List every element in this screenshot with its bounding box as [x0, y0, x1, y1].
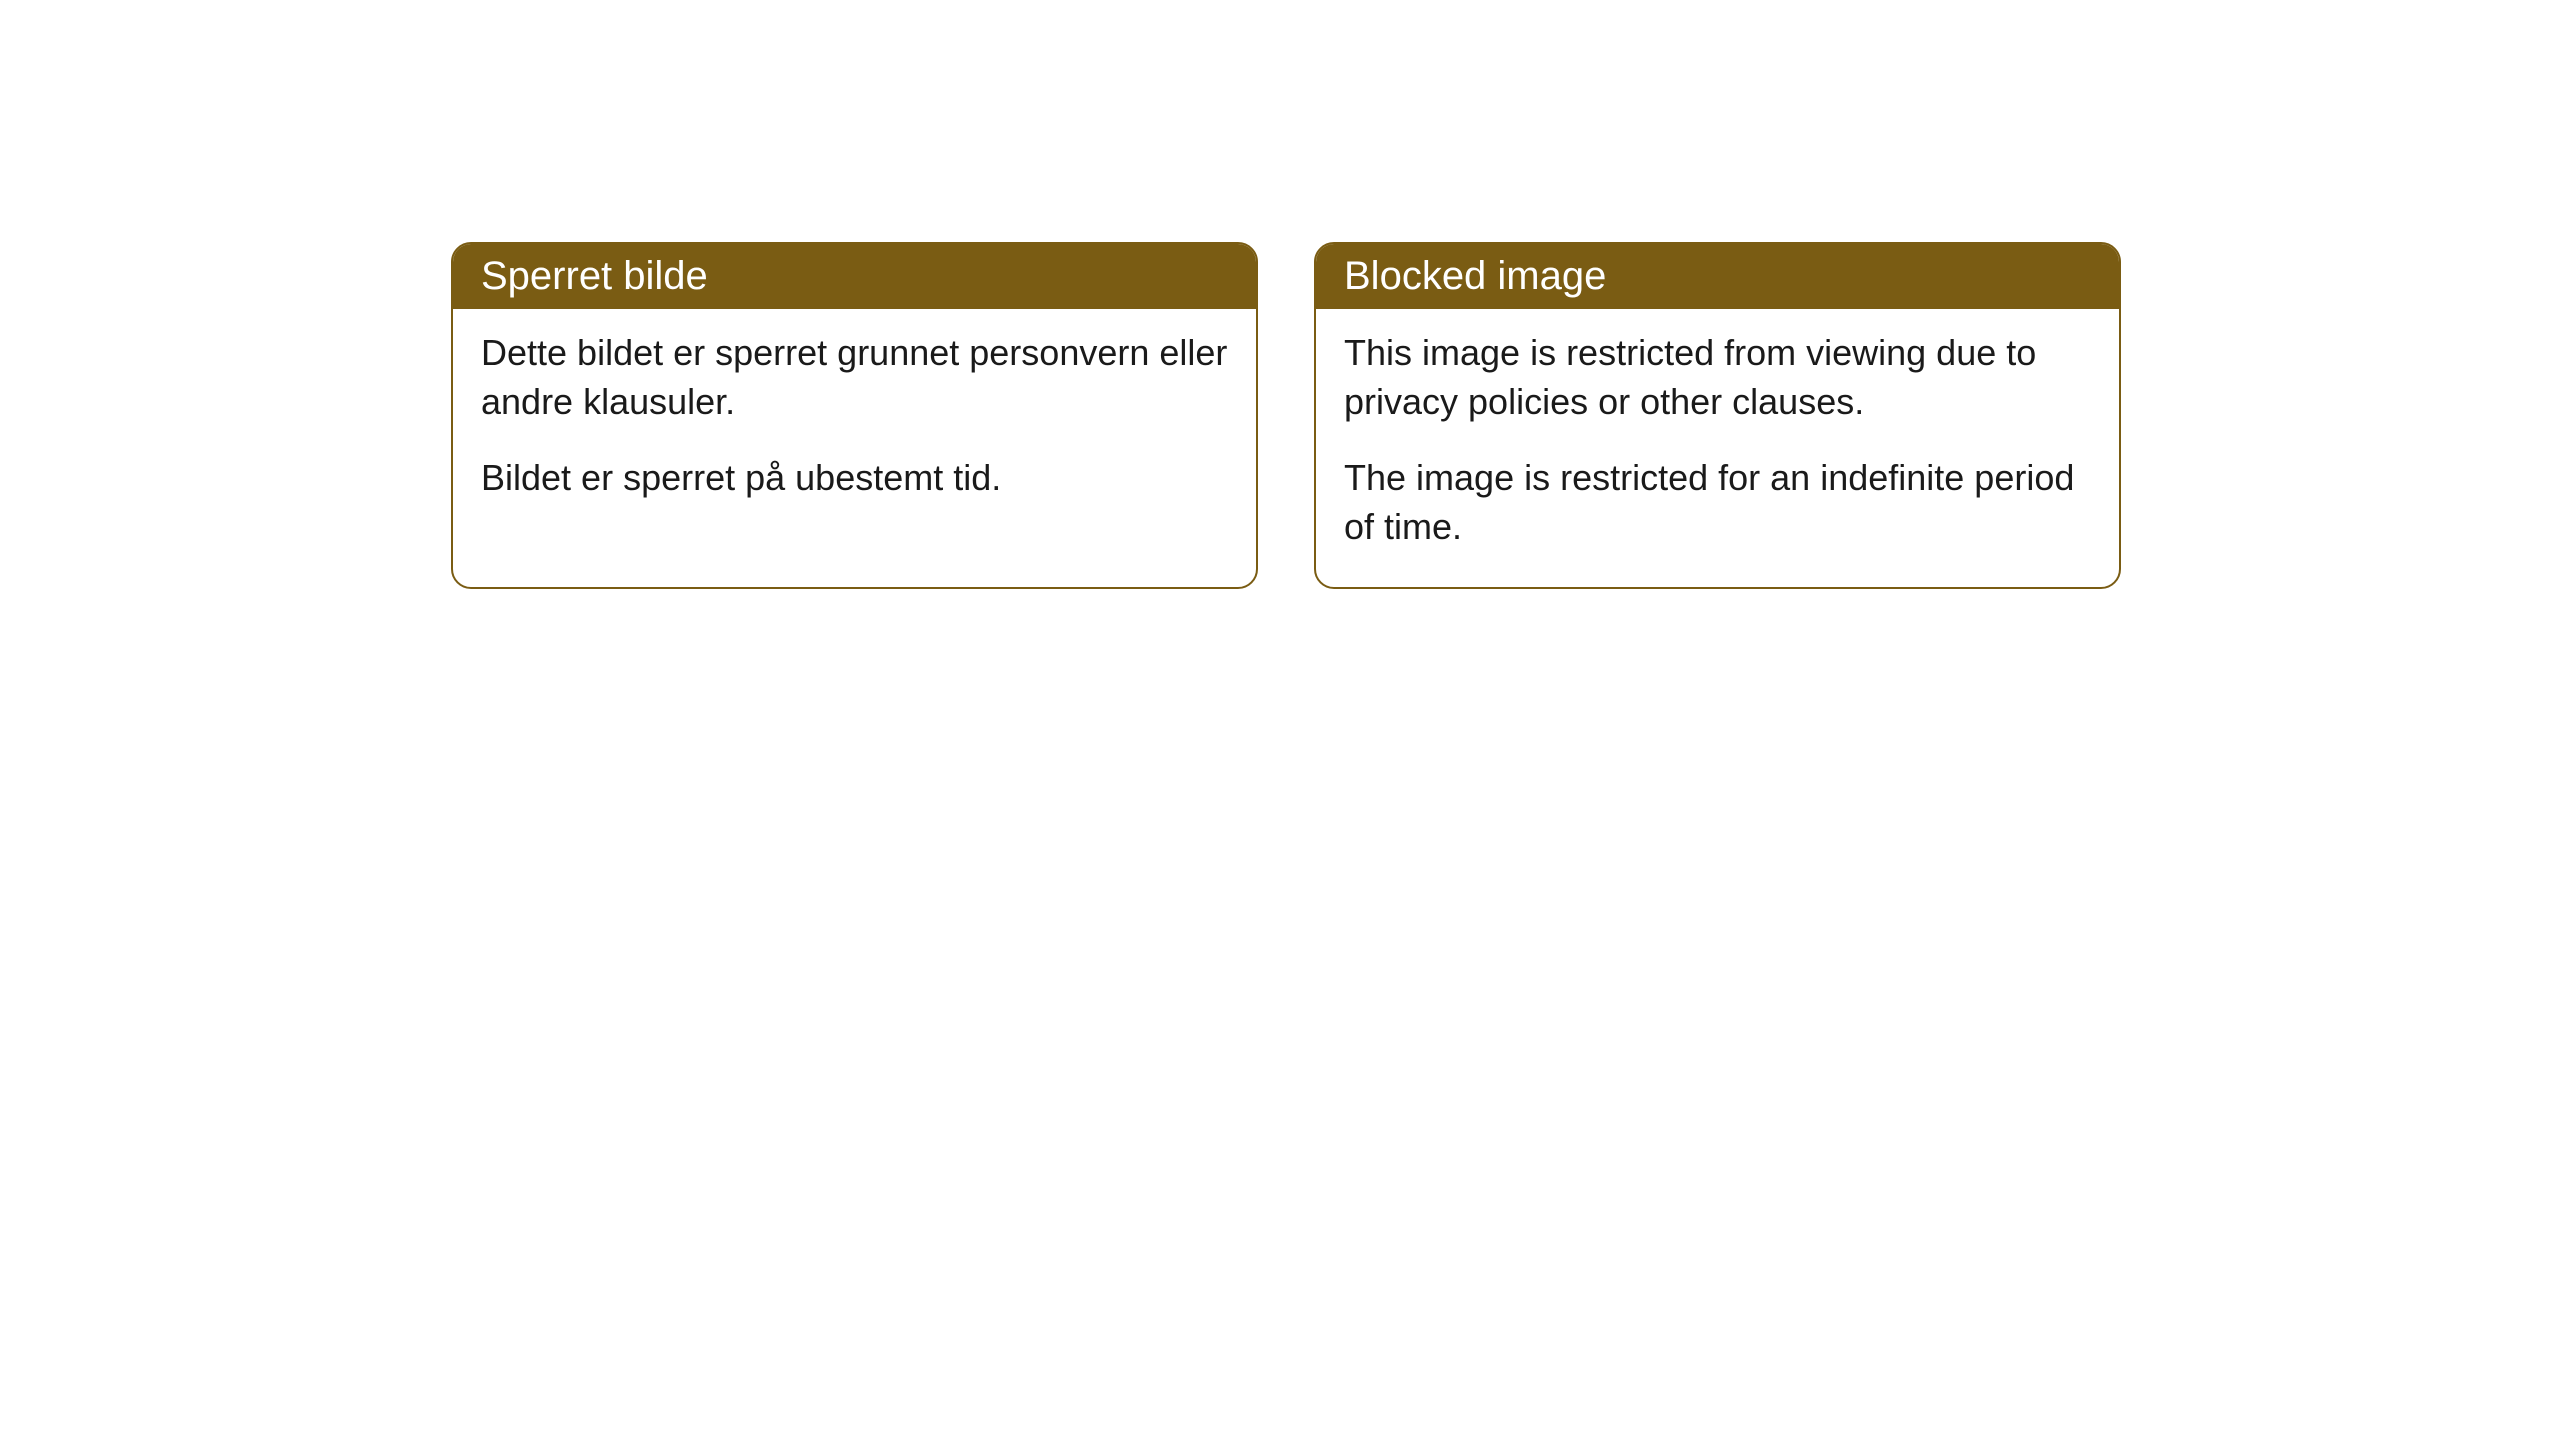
blocked-image-card-norwegian: Sperret bilde Dette bildet er sperret gr… — [451, 242, 1258, 589]
card-paragraph-1: This image is restricted from viewing du… — [1344, 329, 2091, 426]
cards-container: Sperret bilde Dette bildet er sperret gr… — [451, 242, 2121, 589]
card-header: Sperret bilde — [453, 244, 1256, 309]
card-paragraph-2: Bildet er sperret på ubestemt tid. — [481, 454, 1228, 503]
blocked-image-card-english: Blocked image This image is restricted f… — [1314, 242, 2121, 589]
card-title: Blocked image — [1344, 254, 1606, 298]
card-paragraph-2: The image is restricted for an indefinit… — [1344, 454, 2091, 551]
card-header: Blocked image — [1316, 244, 2119, 309]
card-body: This image is restricted from viewing du… — [1316, 309, 2119, 587]
card-title: Sperret bilde — [481, 254, 708, 298]
card-paragraph-1: Dette bildet er sperret grunnet personve… — [481, 329, 1228, 426]
card-body: Dette bildet er sperret grunnet personve… — [453, 309, 1256, 539]
